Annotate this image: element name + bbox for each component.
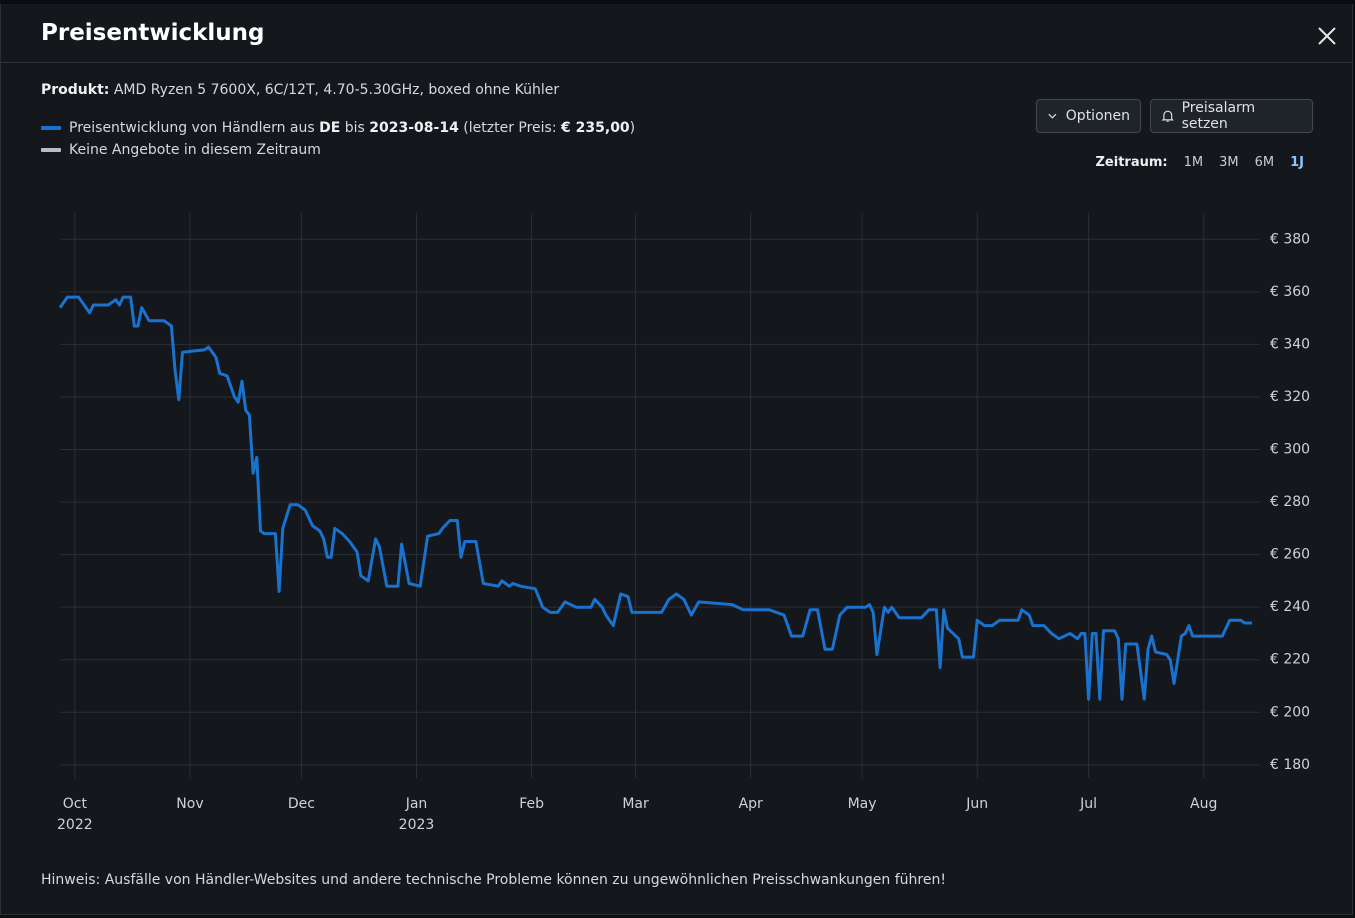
legend-date: 2023-08-14 (369, 120, 459, 136)
timerange-option[interactable]: 6M (1254, 155, 1275, 170)
divider (1, 62, 1352, 63)
y-tick-label: € 300 (1270, 442, 1310, 458)
x-tick-label: Apr (738, 796, 763, 812)
chevron-icon (1048, 113, 1057, 119)
timerange: Zeitraum: 1M 3M 6M 1J (1096, 155, 1305, 170)
y-tick-label: € 280 (1270, 494, 1310, 510)
x-tick-label: Feb (519, 796, 544, 812)
modal: Preisentwicklung Produkt: AMD Ryzen 5 76… (0, 4, 1353, 915)
bell-icon (1161, 110, 1175, 122)
x-tick-label: Mar (622, 796, 649, 812)
x-tick-label: Jul (1080, 796, 1098, 812)
title: Preisentwicklung (41, 20, 265, 46)
note: Hinweis: Ausfälle von Händler-Websites u… (41, 872, 946, 888)
y-tick-label: € 240 (1270, 599, 1310, 615)
product: Produkt: AMD Ryzen 5 7600X, 6C/12T, 4.70… (41, 82, 559, 98)
top-strip (0, 0, 1355, 4)
legend-price: Preisentwicklung von Händlern aus DE bis… (41, 120, 635, 136)
legend-text: Keine Angebote in diesem Zeitraum (69, 142, 321, 158)
timerange-label: Zeitraum: (1095, 155, 1168, 170)
x-tick-label: Jun (966, 796, 989, 812)
product-text: AMD Ryzen 5 7600X, 6C/12T, 4.70-5.30GHz,… (113, 82, 560, 98)
options-button[interactable]: Optionen (1036, 99, 1141, 133)
button-label: Preisalarm setzen (1181, 100, 1256, 132)
legend-text: (letzter Preis: (463, 120, 557, 136)
y-tick-label: € 260 (1270, 547, 1310, 563)
legend-swatch (41, 148, 61, 152)
legend-text: Preisentwicklung von Händlern aus (69, 120, 315, 136)
y-tick-label: € 340 (1270, 336, 1310, 352)
product-label: Produkt: (41, 82, 110, 98)
x-tick-label: Nov (176, 796, 204, 812)
close-button[interactable] (1315, 24, 1339, 48)
price-line (58, 295, 1252, 701)
x-tick-label: Dec (287, 796, 315, 812)
y-tick-label: € 180 (1270, 757, 1310, 773)
legend-text: bis (344, 120, 365, 136)
y-tick-label: € 220 (1270, 652, 1310, 668)
button-label: Optionen (1065, 108, 1130, 124)
x-tick-label: May (847, 796, 877, 812)
x-tick-label: Oct 2022 (57, 796, 93, 833)
legend-no-offers: Keine Angebote in diesem Zeitraum (41, 142, 321, 158)
y-tick-label: € 380 (1270, 231, 1310, 247)
timerange-option[interactable]: 1J (1290, 155, 1304, 170)
legend-text: ) (629, 120, 636, 136)
legend-swatch (41, 126, 61, 130)
timerange-option[interactable]: 1M (1183, 155, 1204, 170)
legend-price-value: € 235,00 (561, 120, 630, 136)
legend-country: DE (319, 120, 341, 136)
timerange-option[interactable]: 3M (1219, 155, 1239, 170)
x-tick-label: Jan 2023 (398, 796, 435, 833)
y-tick-label: € 360 (1270, 284, 1310, 300)
y-tick-label: € 320 (1270, 389, 1310, 405)
y-tick-label: € 200 (1270, 704, 1310, 720)
alarm-button[interactable]: Preisalarm setzen (1150, 99, 1313, 133)
x-tick-label: Aug (1190, 796, 1218, 812)
